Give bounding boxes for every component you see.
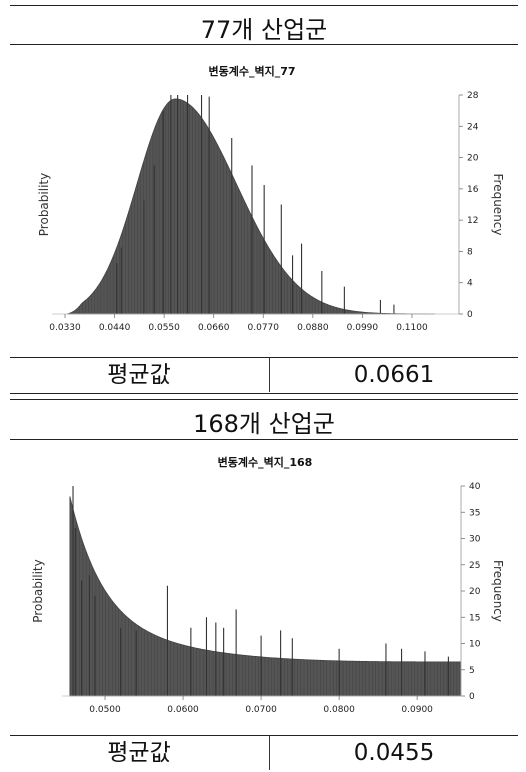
y-tick-label: 16 <box>467 185 479 195</box>
y-tick-label: 35 <box>469 508 480 518</box>
panel-header-77: 77개 산업군 <box>200 16 328 44</box>
x-tick-label: 0.0700 <box>245 705 277 715</box>
chart-title: 변동계수_벽지_168 <box>218 455 313 469</box>
table-rule <box>10 357 518 358</box>
y-tick-label: 15 <box>469 613 480 623</box>
y-tick-label: 0 <box>467 310 473 320</box>
section-rule <box>10 399 518 400</box>
header-rule <box>10 44 518 45</box>
x-tick-label: 0.0600 <box>167 705 199 715</box>
y-tick-label: 40 <box>469 482 481 492</box>
y-tick-label: 25 <box>469 561 480 571</box>
histogram-chart-168: 변동계수_벽지_168 Probability Frequency 0 5 10 15 20 2… <box>31 455 505 715</box>
panel-header-168: 168개 산업군 <box>193 410 335 438</box>
y-tick-label: 24 <box>467 122 479 132</box>
y-axis-label-right: Frequency <box>491 560 505 622</box>
x-tick-label: 0.0800 <box>323 705 355 715</box>
y-tick-label: 8 <box>467 247 473 257</box>
table-rule <box>10 393 518 394</box>
header-rule <box>10 439 518 440</box>
chart-title: 변동계수_벽지_77 <box>208 64 295 78</box>
mean-label: 평균값 <box>107 740 171 766</box>
y-axis-label-left: Probability <box>31 559 45 622</box>
column-divider <box>269 736 270 770</box>
column-divider <box>269 358 270 392</box>
y-axis-label-right: Frequency <box>491 174 505 236</box>
y-tick-label: 28 <box>467 91 479 101</box>
y-tick-label: 5 <box>469 666 475 676</box>
mean-label: 평균값 <box>107 362 171 388</box>
mean-row-168: 평균값 0.0455 <box>10 736 518 770</box>
top-rule <box>10 5 518 6</box>
y-tick-label: 20 <box>467 154 479 164</box>
y-tick-label: 4 <box>467 279 473 289</box>
x-tick-label: 0.0880 <box>297 323 329 333</box>
y-axis-label-left: Probability <box>37 173 51 236</box>
y-tick-label: 10 <box>469 640 481 650</box>
x-tick-label: 0.0500 <box>89 705 121 715</box>
x-tick-label: 0.0770 <box>248 323 280 333</box>
mean-value: 0.0661 <box>353 362 435 388</box>
mean-row-77: 평균값 0.0661 <box>10 358 518 392</box>
y-tick-label: 20 <box>469 587 481 597</box>
x-tick-label: 0.0990 <box>347 323 379 333</box>
x-tick-label: 0.0440 <box>99 323 131 333</box>
y-tick-label: 12 <box>467 216 478 226</box>
y-tick-label: 0 <box>469 692 475 702</box>
y-tick-label: 30 <box>469 535 481 545</box>
x-tick-label: 0.0330 <box>49 323 81 333</box>
x-tick-label: 0.0550 <box>148 323 180 333</box>
table-rule <box>10 735 518 736</box>
x-tick-label: 0.0900 <box>401 705 433 715</box>
histogram-chart-77: 변동계수_벽지_77 Probability Frequency 0 4 8 12 16 20 2… <box>37 64 505 333</box>
x-tick-label: 0.0660 <box>198 323 230 333</box>
x-tick-label: 0.1100 <box>396 323 428 333</box>
mean-value: 0.0455 <box>353 740 435 766</box>
